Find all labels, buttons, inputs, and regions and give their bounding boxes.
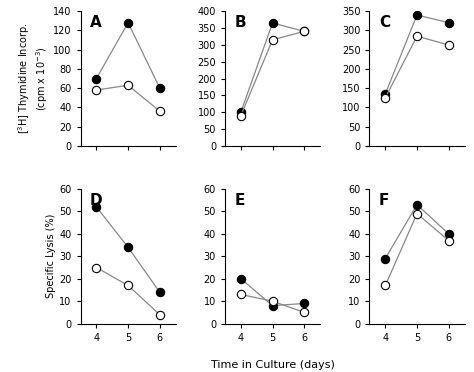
Text: F: F	[379, 193, 389, 208]
Y-axis label: Specific Lysis (%): Specific Lysis (%)	[46, 214, 56, 298]
Text: B: B	[235, 15, 246, 30]
Text: C: C	[379, 15, 390, 30]
Text: D: D	[90, 193, 103, 208]
Text: A: A	[90, 15, 102, 30]
Text: Time in Culture (days): Time in Culture (days)	[210, 360, 335, 370]
Y-axis label: $[^3$H$]$ Thymidine Incorp.
(cpm x $10^{-3}$): $[^3$H$]$ Thymidine Incorp. (cpm x $10^{…	[16, 23, 50, 134]
Text: E: E	[235, 193, 245, 208]
